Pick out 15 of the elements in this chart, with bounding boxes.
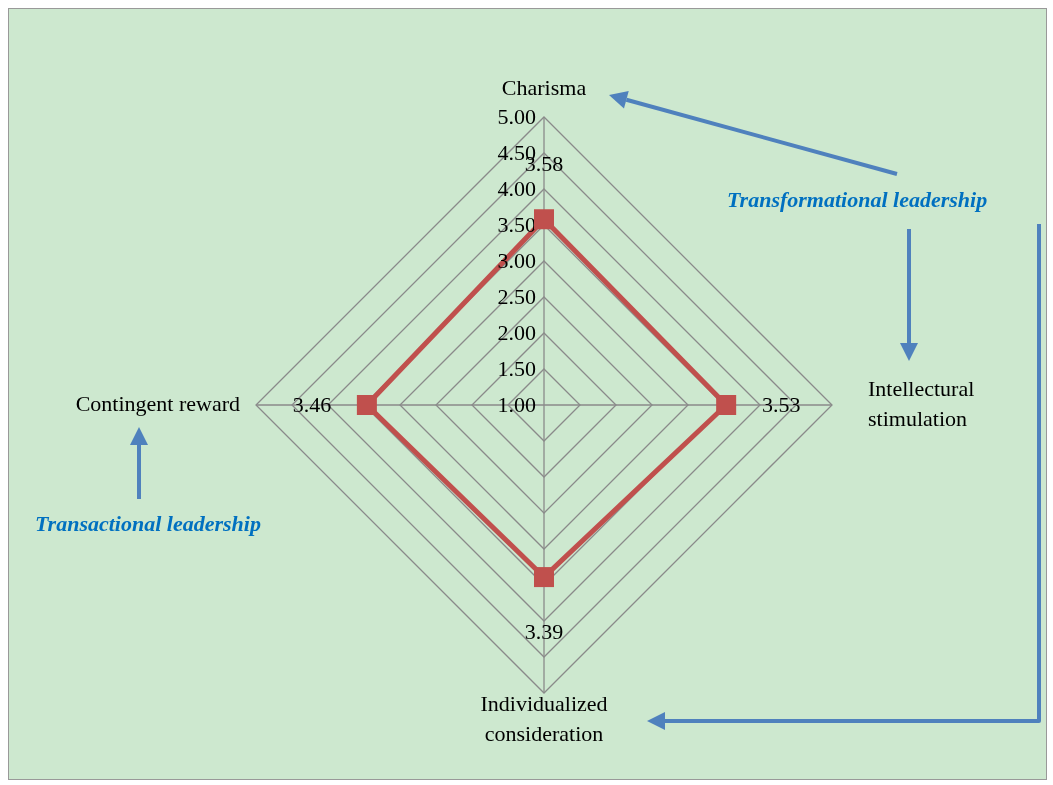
y-tick-label: 1.00 [497, 392, 536, 417]
spoke-label: Contingent reward [75, 391, 240, 416]
spoke-label: Individualized consideration [480, 691, 608, 746]
spoke-label: Charisma [501, 75, 587, 100]
data-label: 3.53 [761, 392, 801, 417]
y-tick-label: 4.00 [497, 176, 536, 201]
y-tick-label: 2.50 [497, 284, 536, 309]
data-label: 3.39 [524, 619, 564, 645]
text: Transformational leadership [727, 187, 988, 213]
y-tick-label: 5.00 [497, 104, 536, 129]
spoke-label: Intellectural stimulation [868, 376, 975, 431]
text: Transactional leadership [35, 511, 261, 537]
y-tick-label: 1.50 [497, 356, 536, 381]
data-label: 3.46 [292, 392, 332, 417]
y-tick-label: 2.00 [497, 320, 536, 345]
